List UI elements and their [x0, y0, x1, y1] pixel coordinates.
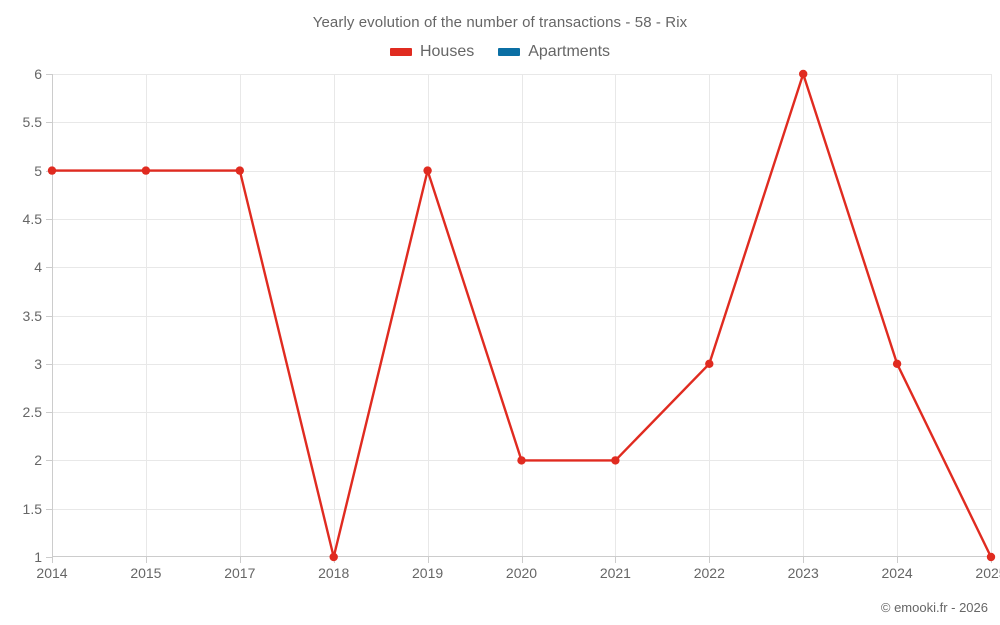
- data-point-marker[interactable]: [47, 166, 57, 175]
- y-axis-tick-mark: [46, 122, 52, 124]
- x-axis-tick-mark: [52, 557, 53, 563]
- x-axis-tick-mark: [709, 557, 711, 563]
- data-point-marker[interactable]: [705, 359, 714, 368]
- grid-line-vertical: [615, 74, 617, 557]
- grid-line-vertical: [145, 74, 147, 557]
- data-point-marker[interactable]: [799, 69, 808, 79]
- grid-line-vertical: [333, 74, 335, 557]
- grid-line-vertical: [709, 74, 711, 557]
- x-axis-tick-label: 2022: [693, 565, 725, 581]
- y-axis-tick-label: 2: [34, 452, 42, 469]
- plot-area: 6 5.5 5 4.5 4 3.5 3 2.5 2 1.5 1 2014 2015 2017 2018 20…: [23, 66, 1000, 581]
- x-axis-line: [52, 556, 992, 557]
- legend-swatch-apartments: [498, 48, 521, 56]
- legend-item-houses[interactable]: Houses: [389, 43, 475, 60]
- grid-line-vertical: [521, 74, 523, 557]
- x-axis-tick-mark: [803, 557, 805, 563]
- series-layer: [47, 69, 996, 562]
- grid-line-vertical: [897, 74, 899, 557]
- legend-swatch-houses: [389, 48, 412, 56]
- y-axis-tick-mark: [46, 218, 52, 220]
- x-axis-tick-mark: [897, 557, 899, 563]
- y-axis-tick-label: 3.5: [22, 307, 42, 324]
- x-axis-tick-mark: [521, 557, 523, 563]
- x-axis-tick-mark: [427, 557, 429, 563]
- y-axis-tick-mark: [46, 557, 52, 558]
- chart-legend: Houses Apartments: [0, 44, 1000, 60]
- grid-line-vertical: [991, 74, 992, 557]
- x-axis-tick-mark: [145, 557, 147, 563]
- y-axis-tick-label: 6: [34, 66, 42, 82]
- data-point-marker[interactable]: [329, 552, 338, 562]
- legend-label-apartments: Apartments: [528, 43, 611, 60]
- y-axis-tick-mark: [46, 267, 52, 269]
- y-axis-tick-label: 2.5: [22, 404, 42, 421]
- grid-line-vertical: [803, 74, 805, 557]
- y-axis-tick-mark: [46, 460, 52, 462]
- legend-label-houses: Houses: [419, 43, 475, 60]
- x-axis-tick-label: 2018: [318, 565, 350, 581]
- data-point-marker[interactable]: [892, 359, 902, 368]
- chart-title: Yearly evolution of the number of transa…: [312, 14, 688, 31]
- series-line-houses: [50, 72, 993, 559]
- x-axis-tick-label: 2015: [130, 565, 162, 581]
- data-point-marker[interactable]: [986, 552, 996, 562]
- footer-credit: © emooki.fr - 2026: [880, 600, 988, 615]
- x-axis-tick-label: 2024: [881, 565, 913, 581]
- y-axis-tick-mark: [46, 508, 52, 510]
- data-point-marker[interactable]: [423, 166, 432, 175]
- data-point-marker[interactable]: [611, 456, 620, 465]
- x-axis-tick-label: 2017: [224, 565, 256, 581]
- x-axis-tick-label: 2025: [975, 565, 1000, 581]
- x-axis-tick-mark: [615, 557, 617, 563]
- y-axis-tick-mark: [46, 315, 52, 317]
- x-axis-tick-label: 2014: [36, 565, 68, 581]
- legend-item-apartments[interactable]: Apartments: [498, 44, 610, 60]
- x-axis-tick-label: 2020: [505, 565, 538, 581]
- data-point-marker[interactable]: [517, 456, 526, 465]
- y-axis-tick-label: 1: [34, 549, 42, 565]
- data-point-marker[interactable]: [235, 166, 244, 175]
- grid-line-vertical: [427, 74, 429, 557]
- x-axis-tick-label: 2019: [412, 565, 444, 581]
- y-axis-tick-label: 1.5: [22, 500, 42, 517]
- y-axis-tick-label: 3: [34, 355, 42, 372]
- data-point-marker[interactable]: [141, 166, 151, 175]
- y-axis-tick-label: 4.5: [22, 210, 42, 227]
- x-axis-tick-mark: [239, 557, 241, 563]
- y-axis-tick-label: 5: [34, 162, 42, 179]
- y-axis-tick-mark: [46, 412, 52, 414]
- grid-line-vertical: [239, 74, 241, 557]
- y-axis-tick-label: 5.5: [22, 114, 42, 131]
- y-axis-tick-label: 4: [34, 259, 42, 276]
- x-axis-tick-label: 2021: [599, 565, 631, 581]
- y-axis-tick-mark: [46, 74, 52, 75]
- y-axis-line: [52, 74, 53, 557]
- y-axis-tick-mark: [46, 363, 52, 365]
- x-axis-tick-label: 2023: [787, 565, 819, 581]
